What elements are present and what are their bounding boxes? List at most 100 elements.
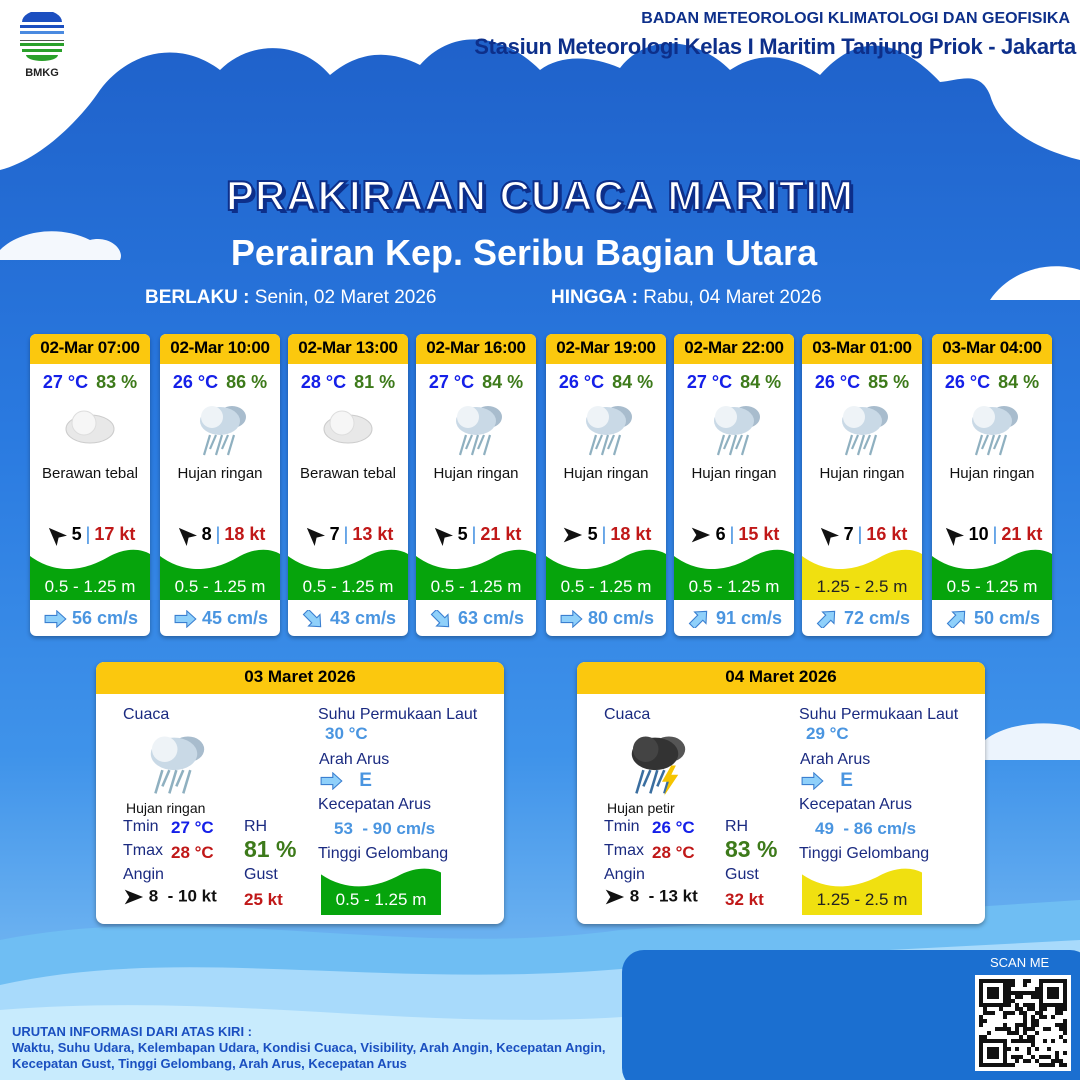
wave-height: 0.5 - 1.25 m — [688, 577, 780, 596]
tmin-label: Tmin — [123, 818, 159, 835]
divider: | — [471, 524, 477, 544]
humidity: 86 % — [226, 372, 268, 392]
air-temperature: 26 °C — [944, 372, 991, 392]
divider: | — [343, 524, 349, 544]
humidity: 84 % — [998, 372, 1040, 392]
wave-height: 0.5 - 1.25 m — [302, 577, 394, 596]
wind-speed: 5 — [587, 524, 598, 544]
current-speed: 63 cm/s — [457, 608, 525, 628]
wave-height: 1.25 - 2.5 m — [816, 890, 908, 909]
current-speed: 80 cm/s — [587, 608, 655, 628]
wind-label: Angin — [123, 866, 164, 883]
rh-value: 81 % — [244, 836, 297, 862]
forecast-time: 02-Mar 16:00 — [416, 334, 536, 364]
sst-value: 30 °C — [325, 724, 368, 743]
wind-label: Angin — [604, 866, 645, 883]
weather-condition: Hujan ringan — [949, 465, 1035, 482]
divider: | — [857, 524, 863, 544]
humidity: 84 % — [482, 372, 524, 392]
organization-name: BADAN METEOROLOGI KLIMATOLOGI DAN GEOFIS… — [641, 10, 1070, 27]
tmin-value: 26 °C — [652, 818, 695, 837]
gust-value: 32 kt — [725, 890, 764, 909]
forecast-time: 03-Mar 04:00 — [932, 334, 1052, 364]
wave-height: 0.5 - 1.25 m — [174, 577, 266, 596]
wind-speed: 7 — [329, 524, 340, 544]
air-temperature: 27 °C — [42, 372, 89, 392]
divider: | — [601, 524, 607, 544]
current-direction-label: Arah Arus — [800, 751, 871, 768]
gust-speed: 18 kt — [224, 524, 266, 544]
daily-panel: 04 Maret 2026 Cuaca Hujan petir Tmin 26 … — [577, 662, 985, 924]
footer-text: Waktu, Suhu Udara, Kelembapan Udara, Kon… — [12, 1040, 606, 1071]
wave-height: 1.25 - 2.5 m — [816, 577, 908, 596]
current-direction-icon — [801, 771, 824, 790]
weather-label: Cuaca — [604, 706, 651, 723]
forecast-time: 02-Mar 19:00 — [546, 334, 666, 364]
tmax-value: 28 °C — [171, 843, 214, 862]
wave-height: 0.5 - 1.25 m — [335, 890, 427, 909]
wind-speed: 5 — [71, 524, 82, 544]
sst-label: Suhu Permukaan Laut — [318, 706, 478, 723]
rh-label: RH — [725, 818, 749, 835]
wind-direction-icon — [48, 528, 67, 547]
wind-speed: 5 — [457, 524, 468, 544]
weather-condition: Hujan ringan — [563, 465, 649, 482]
forecast-card: 02-Mar 10:00 26 °C 86 % Hujan ringan 8 | 18… — [160, 334, 280, 636]
scan-me-label: SCAN ME — [990, 955, 1050, 970]
gust-speed: 18 kt — [610, 524, 652, 544]
current-speed: 50 cm/s — [973, 608, 1041, 628]
current-direction-icon — [430, 610, 450, 628]
wave-height-shape — [674, 549, 794, 600]
forecast-card: 03-Mar 01:00 26 °C 85 % Hujan ringan 7 | 16… — [802, 334, 922, 636]
tmax-label: Tmax — [123, 842, 163, 859]
forecast-time: 02-Mar 07:00 — [30, 334, 150, 364]
current-direction-icon — [816, 611, 836, 629]
divider: | — [85, 524, 91, 544]
thunderstorm-icon — [631, 736, 686, 796]
current-speed: 91 cm/s — [715, 608, 783, 628]
rh-value: 83 % — [725, 836, 778, 862]
weather-condition: Hujan petir — [607, 800, 675, 816]
wind-speed: 8 — [201, 524, 212, 544]
wave-height-shape — [546, 549, 666, 600]
rain-icon — [714, 406, 760, 456]
qr-code[interactable] — [975, 975, 1071, 1071]
divider: | — [729, 524, 735, 544]
gust-speed: 16 kt — [866, 524, 908, 544]
rain-icon — [200, 406, 246, 456]
valid-to-date: Rabu, 04 Maret 2026 — [643, 287, 822, 308]
current-direction-icon — [44, 610, 67, 629]
forecast-card: 02-Mar 13:00 28 °C 81 % Berawan tebal 7 | 1… — [288, 334, 408, 636]
gust-speed: 21 kt — [480, 524, 522, 544]
rain-icon — [150, 736, 205, 794]
current-speed: 72 cm/s — [843, 608, 911, 628]
valid-to: HINGGA : Rabu, 04 Maret 2026 — [551, 287, 822, 309]
current-speed: 43 cm/s — [329, 608, 397, 628]
forecast-time: 02-Mar 22:00 — [674, 334, 794, 364]
wind-direction-icon — [124, 889, 144, 905]
wind-speed: 10 — [968, 524, 989, 544]
air-temperature: 26 °C — [558, 372, 605, 392]
wind-direction-icon — [605, 889, 625, 905]
gust-value: 25 kt — [244, 890, 283, 909]
tmin-value: 27 °C — [171, 818, 214, 837]
gust-speed: 17 kt — [94, 524, 136, 544]
wind-range: 8 - 13 kt — [629, 886, 698, 906]
footer-title: URUTAN INFORMASI DARI ATAS KIRI : — [12, 1024, 252, 1039]
rain-icon — [586, 406, 632, 456]
weather-condition: Hujan ringan — [819, 465, 905, 482]
wave-height-shape — [932, 549, 1052, 600]
daily-date: 04 Maret 2026 — [577, 662, 985, 694]
daily-panel: 03 Maret 2026 Cuaca Hujan ringan Tmin 27… — [96, 662, 504, 924]
air-temperature: 27 °C — [428, 372, 475, 392]
weather-condition: Hujan ringan — [691, 465, 777, 482]
station-name: Stasiun Meteorologi Kelas I Maritim Tanj… — [474, 34, 1076, 59]
wind-direction-icon — [691, 527, 710, 543]
gust-label: Gust — [244, 866, 278, 883]
humidity: 84 % — [740, 372, 782, 392]
weather-condition: Berawan tebal — [300, 465, 396, 482]
air-temperature: 26 °C — [172, 372, 219, 392]
current-speed-range: 53 - 90 cm/s — [334, 819, 436, 838]
weather-condition: Hujan ringan — [433, 465, 519, 482]
current-direction-icon — [688, 611, 708, 629]
